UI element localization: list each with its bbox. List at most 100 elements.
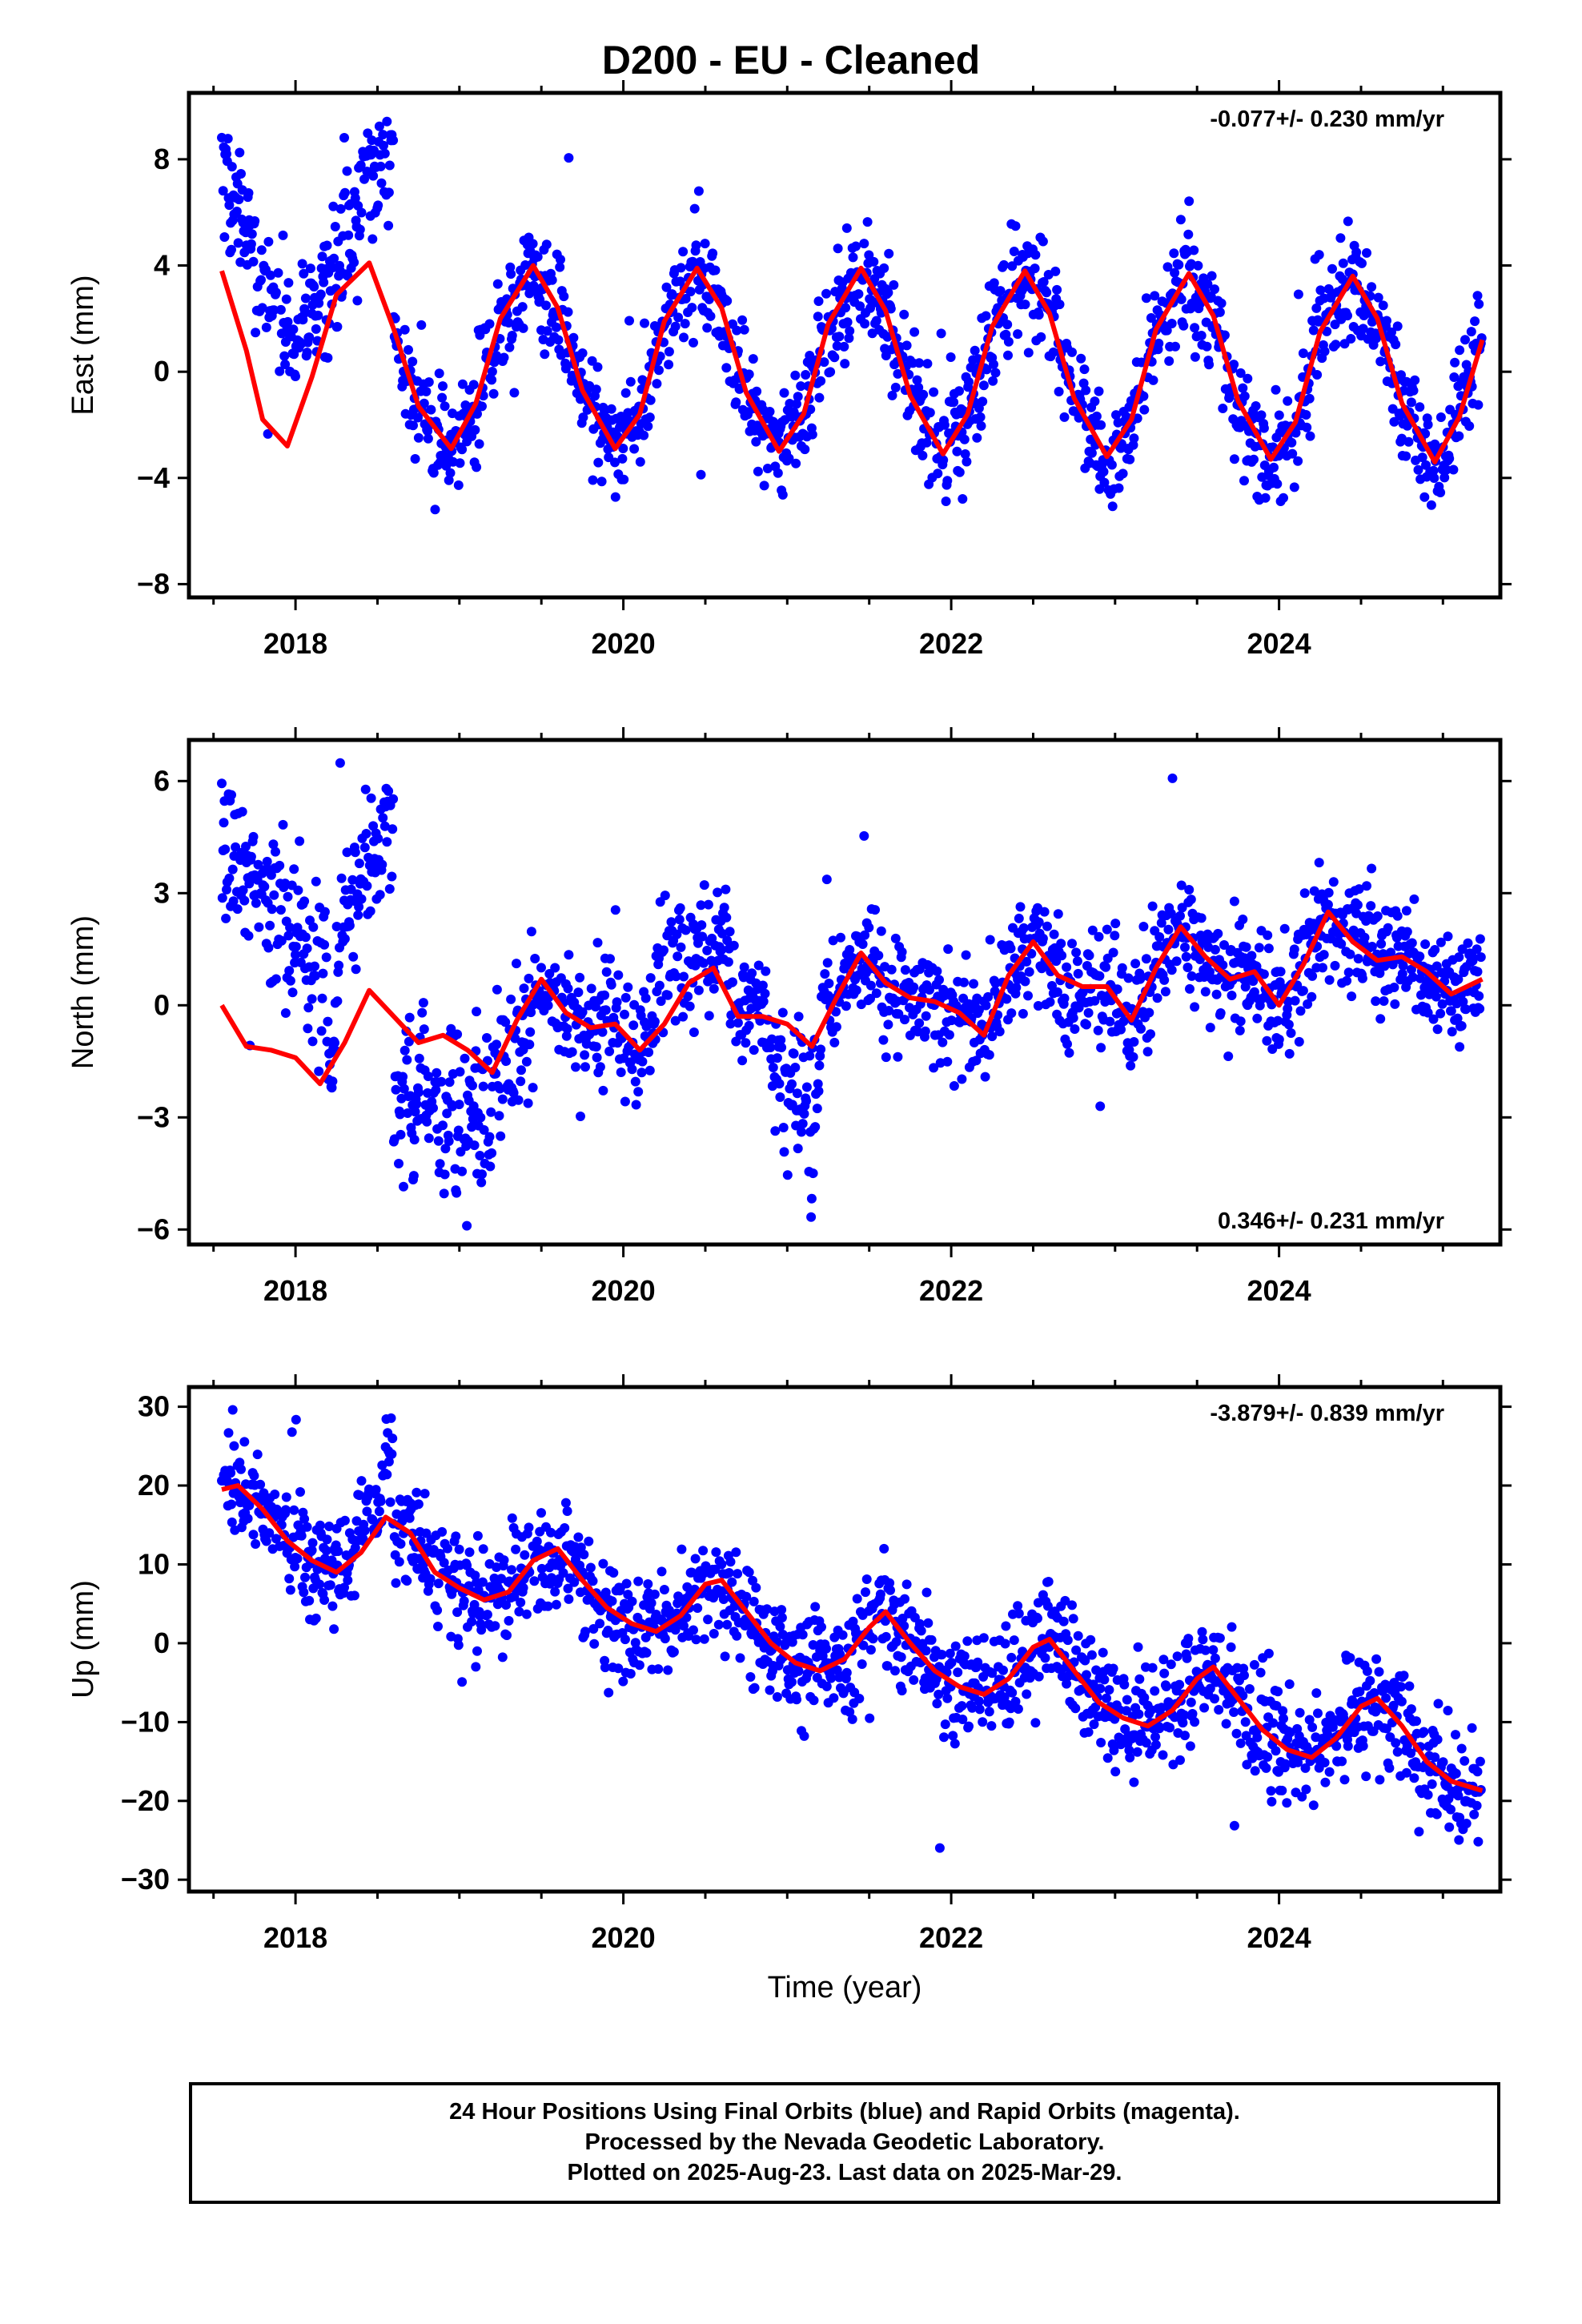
data-point <box>779 1147 789 1157</box>
data-point <box>1009 1635 1019 1646</box>
data-point <box>288 324 299 335</box>
data-point <box>1266 1786 1276 1796</box>
model-curve-east <box>219 260 1485 464</box>
data-point <box>563 983 573 994</box>
data-point <box>227 1405 238 1415</box>
data-point <box>819 357 829 368</box>
data-point <box>814 1060 825 1071</box>
data-point <box>1406 1704 1416 1715</box>
data-point <box>1099 477 1110 488</box>
data-point <box>659 1585 669 1594</box>
data-point <box>1272 479 1283 489</box>
data-point <box>1098 467 1109 476</box>
data-point <box>227 1499 236 1510</box>
data-point <box>453 1640 464 1651</box>
data-point <box>256 275 266 285</box>
rate-annotation-east: -0.077+/- 0.230 mm/yr <box>1210 107 1444 132</box>
data-point <box>339 934 350 944</box>
data-point <box>620 1096 630 1107</box>
data-point <box>284 1574 295 1584</box>
data-point <box>1231 1728 1242 1739</box>
data-point <box>330 222 340 231</box>
data-point <box>801 370 811 380</box>
data-point <box>259 882 270 892</box>
y-tick-label: −4 <box>137 461 170 494</box>
data-point <box>263 428 273 439</box>
data-point <box>257 303 267 313</box>
data-point <box>978 380 989 391</box>
data-point <box>865 1645 876 1655</box>
data-point <box>737 315 748 325</box>
data-point <box>310 971 320 981</box>
data-point <box>646 1598 656 1608</box>
data-point <box>912 375 922 385</box>
data-point <box>1068 1614 1078 1624</box>
data-point <box>1449 372 1460 382</box>
data-point <box>705 311 716 321</box>
data-point <box>1239 476 1249 486</box>
footer-box: 24 Hour Positions Using Final Orbits (bl… <box>189 2082 1500 2204</box>
data-point <box>621 1578 632 1589</box>
data-point <box>1435 488 1446 497</box>
data-point <box>262 856 272 866</box>
data-point <box>412 1487 422 1498</box>
data-point <box>739 962 749 972</box>
data-point <box>643 1579 653 1589</box>
data-point <box>355 160 366 171</box>
data-point <box>634 1660 644 1671</box>
x-tick-label: 2018 <box>263 1274 327 1307</box>
data-point <box>969 979 978 989</box>
data-point <box>901 1579 912 1590</box>
data-point <box>1396 1696 1407 1707</box>
data-point <box>1130 959 1141 969</box>
data-point <box>793 392 803 402</box>
data-point <box>762 464 773 473</box>
data-point <box>792 1695 801 1705</box>
data-point <box>960 449 970 459</box>
data-point <box>1086 448 1097 458</box>
data-point <box>981 1000 991 1011</box>
data-point <box>374 121 384 131</box>
data-point <box>1455 345 1465 356</box>
data-point <box>616 1068 626 1077</box>
data-point <box>723 957 733 967</box>
data-point <box>588 1576 598 1586</box>
x-tick-label: 2022 <box>919 627 983 660</box>
data-point <box>535 295 545 305</box>
data-point <box>1289 482 1299 493</box>
data-point <box>585 1562 596 1573</box>
data-point <box>454 1100 464 1110</box>
data-point <box>482 1033 492 1043</box>
data-point <box>637 1056 648 1067</box>
data-point <box>881 1631 891 1642</box>
data-point <box>541 300 551 311</box>
data-point <box>1435 1008 1446 1019</box>
data-point <box>344 920 355 931</box>
data-point <box>1307 1722 1318 1732</box>
data-point <box>628 1020 639 1031</box>
data-point <box>732 1630 742 1641</box>
data-point <box>713 1619 724 1630</box>
data-point <box>810 1122 821 1132</box>
data-point <box>217 778 227 789</box>
data-point <box>339 187 350 198</box>
data-point <box>885 1585 895 1595</box>
data-point <box>1371 1654 1382 1664</box>
data-point <box>467 1617 477 1626</box>
data-point <box>1052 284 1062 295</box>
data-point <box>227 864 238 875</box>
data-point <box>513 1095 524 1105</box>
data-point <box>978 1717 988 1727</box>
data-point <box>932 966 942 976</box>
data-point <box>669 1647 679 1657</box>
data-point <box>1419 492 1430 502</box>
data-point <box>733 1569 743 1579</box>
data-point <box>1166 319 1177 328</box>
data-point <box>1014 1608 1024 1618</box>
data-point <box>1079 364 1090 375</box>
footer-line-2: Processed by the Nevada Geodetic Laborat… <box>584 2129 1105 2155</box>
data-point <box>576 1112 585 1121</box>
data-point <box>1001 329 1011 340</box>
data-point <box>1395 411 1405 421</box>
y-axis-label-north: North (mm) <box>66 915 100 1069</box>
